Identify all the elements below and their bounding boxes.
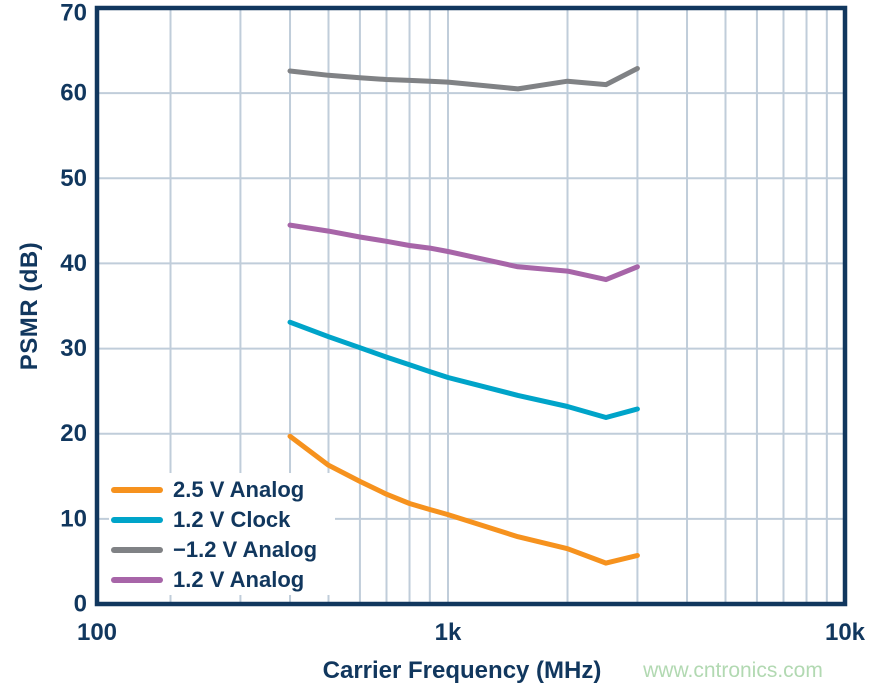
watermark: www.cntronics.com: [643, 659, 823, 682]
series-line-3: [287, 66, 640, 92]
series-line-4: [287, 222, 640, 283]
y-tick-label: 30: [60, 335, 87, 362]
y-tick-label: 70: [60, 0, 87, 27]
x-tick-label: 100: [77, 619, 117, 646]
legend-item: −1.2 V Analog: [111, 535, 335, 565]
x-axis-title: Carrier Frequency (MHz): [322, 657, 602, 684]
x-tick-label: 1k: [435, 619, 462, 646]
y-tick-label: 0: [74, 591, 87, 618]
plot-border: [94, 5, 848, 607]
legend-label: 1.2 V Analog: [173, 567, 305, 592]
legend: 2.5 V Analog 1.2 V Clock −1.2 V Analog 1…: [109, 473, 335, 595]
y-tick-label: 10: [60, 505, 87, 532]
legend-swatch: [111, 547, 163, 553]
x-tick-label: 10k: [825, 619, 866, 646]
legend-swatch: [111, 577, 163, 583]
y-tick-label: 20: [60, 420, 87, 447]
y-tick-label: 50: [60, 165, 87, 192]
y-tick-label: 60: [60, 80, 87, 107]
legend-label: 2.5 V Analog: [173, 477, 305, 502]
series-line-1: [287, 433, 640, 566]
legend-label: 1.2 V Clock: [173, 507, 291, 532]
legend-item: 1.2 V Clock: [111, 505, 335, 535]
y-axis-title: PSMR (dB): [16, 241, 43, 371]
legend-swatch: [111, 517, 163, 523]
legend-label: −1.2 V Analog: [173, 537, 318, 562]
legend-swatch: [111, 487, 163, 493]
y-tick-label: 40: [60, 250, 87, 277]
legend-item: 1.2 V Analog: [111, 565, 335, 595]
legend-item: 2.5 V Analog: [111, 475, 335, 505]
series-line-2: [287, 319, 640, 420]
